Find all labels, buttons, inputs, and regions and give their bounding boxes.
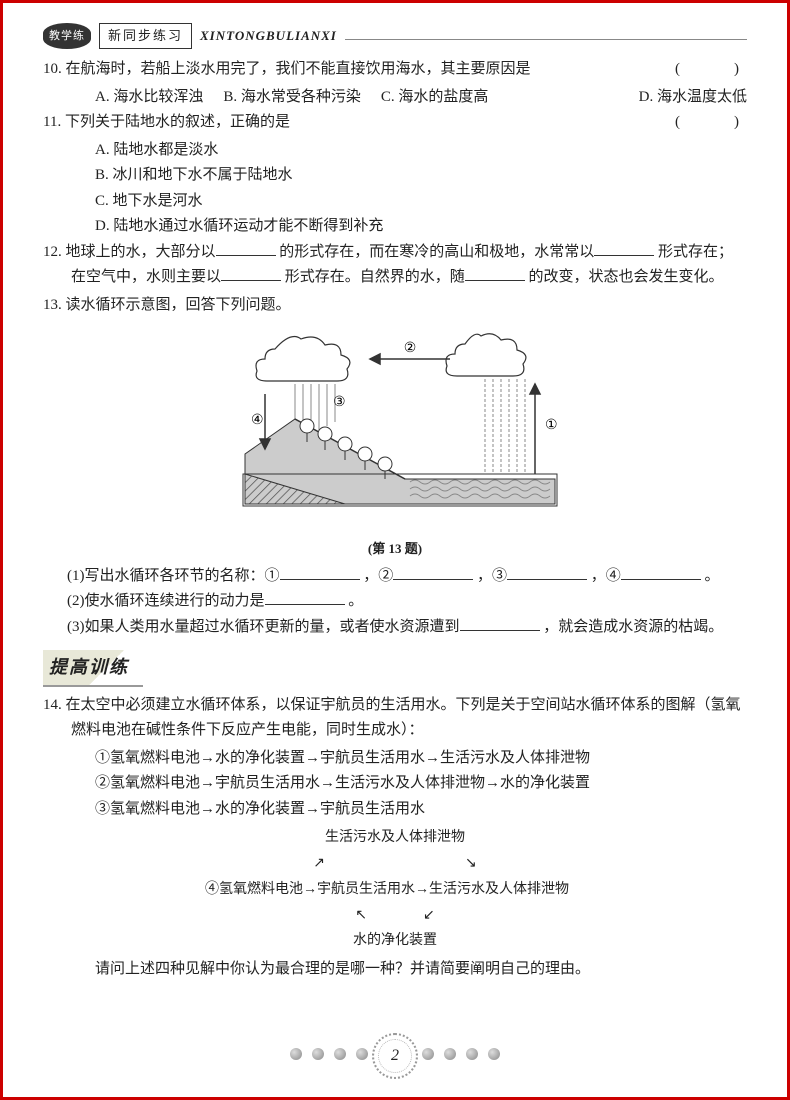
section-heading-text: 提高训练	[43, 650, 143, 687]
question-number: 14.	[43, 697, 62, 713]
question-stem: 读水循环示意图，回答下列问题。	[66, 297, 291, 313]
fill-blank	[460, 616, 540, 631]
q14-scheme-4-cycle: 生活污水及人体排泄物 ↗ ↘ ④氢氧燃料电池→宇航员生活用水→生活污水及人体排泄…	[205, 826, 585, 953]
section-heading: 提高训练	[43, 650, 747, 687]
water-cycle-diagram: ② ③ ①	[43, 324, 747, 534]
sub-text: (1)写出水循环各环节的名称：①	[67, 568, 280, 584]
question-number: 11.	[43, 114, 61, 130]
option-b: B. 海水常受各种污染	[223, 85, 361, 111]
q14-scheme-1: ①氢氧燃料电池→水的净化装置→宇航员生活用水→生活污水及人体排泄物	[43, 746, 747, 772]
fill-blank	[393, 565, 473, 580]
dot-icon	[422, 1048, 434, 1060]
page-header: 教学练 新同步练习 XINTONGBULIANXI	[43, 23, 747, 49]
dot-icon	[466, 1048, 478, 1060]
dot-icon	[312, 1048, 324, 1060]
fill-blank	[507, 565, 587, 580]
dot-icon	[356, 1048, 368, 1060]
cycle-top: 生活污水及人体排泄物	[205, 826, 585, 850]
question-10: 10. 在航海时，若船上淡水用完了，我们不能直接饮用海水，其主要原因是 ( )	[43, 57, 747, 83]
dot-icon	[290, 1048, 302, 1060]
sub-text: 。	[348, 593, 363, 609]
footer-dots-left	[290, 1048, 368, 1060]
header-rule	[345, 32, 747, 40]
page-number-badge: 2	[372, 1033, 418, 1079]
fill-blank	[216, 241, 276, 256]
sub-text: ，④	[591, 568, 621, 584]
cycle-mid: ④氢氧燃料电池→宇航员生活用水→生活污水及人体排泄物	[205, 878, 585, 902]
question-stem: 在航海时，若船上淡水用完了，我们不能直接饮用海水，其主要原因是	[66, 61, 531, 77]
question-11: 11. 下列关于陆地水的叙述，正确的是 ( )	[43, 110, 747, 136]
series-title-box: 新同步练习	[99, 23, 192, 49]
q13-sub2: (2)使水循环连续进行的动力是 。	[43, 589, 747, 615]
q14-scheme-3: ③氢氧燃料电池→水的净化装置→宇航员生活用水	[43, 797, 747, 823]
dot-icon	[444, 1048, 456, 1060]
q13-sub1: (1)写出水循环各环节的名称：① ，② ，③ ，④ 。	[43, 564, 747, 590]
sub-text: 。	[705, 568, 720, 584]
question-number: 13.	[43, 297, 62, 313]
logo-badge: 教学练	[43, 23, 91, 49]
sub-text: (3)如果人类用水量超过水循环更新的量，或者使水资源遭到	[67, 619, 460, 635]
fill-blank	[594, 241, 654, 256]
option-b: B. 冰川和地下水不属于陆地水	[95, 163, 747, 189]
diagram-label-3: ③	[333, 395, 346, 410]
page-footer: 2	[3, 1033, 787, 1079]
q12-part2: 的形式存在，而在寒冷的高山和极地，水常常以	[279, 244, 594, 260]
dot-icon	[334, 1048, 346, 1060]
diagram-caption: (第 13 题)	[43, 538, 747, 560]
sub-text: ，②	[363, 568, 393, 584]
question-stem: 在太空中必须建立水循环体系，以保证宇航员的生活用水。下列是关于空间站水循环体系的…	[66, 697, 741, 739]
diagram-label-1: ①	[545, 418, 558, 433]
option-c: C. 地下水是河水	[95, 189, 747, 215]
option-d: D. 陆地水通过水循环运动才能不断得到补充	[95, 214, 747, 240]
q14-scheme-2: ②氢氧燃料电池→宇航员生活用水→生活污水及人体排泄物→水的净化装置	[43, 771, 747, 797]
option-c: C. 海水的盐度高	[381, 85, 489, 111]
answer-paren: ( )	[703, 57, 747, 83]
cycle-arrows-top: ↗ ↘	[205, 852, 585, 876]
q12-part1: 地球上的水，大部分以	[66, 244, 216, 260]
question-10-options: A. 海水比较浑浊 B. 海水常受各种污染 C. 海水的盐度高 D. 海水温度太…	[43, 85, 747, 111]
dot-icon	[488, 1048, 500, 1060]
question-number: 10.	[43, 61, 62, 77]
q14-ask: 请问上述四种见解中你认为最合理的是哪一种？并请简要阐明自己的理由。	[43, 957, 747, 983]
question-11-options: A. 陆地水都是淡水 B. 冰川和地下水不属于陆地水 C. 地下水是河水 D. …	[43, 138, 747, 240]
fill-blank	[280, 565, 360, 580]
sub-text: ，就会造成水资源的枯竭。	[543, 619, 723, 635]
diagram-label-4: ④	[251, 413, 264, 428]
question-number: 12.	[43, 244, 62, 260]
q12-part5: 的改变，状态也会发生变化。	[529, 269, 724, 285]
fill-blank	[221, 266, 281, 281]
question-12: 12. 地球上的水，大部分以 的形式存在，而在寒冷的高山和极地，水常常以 形式存…	[43, 240, 747, 291]
answer-paren: ( )	[703, 110, 747, 136]
question-13: 13. 读水循环示意图，回答下列问题。	[43, 293, 747, 319]
question-14: 14. 在太空中必须建立水循环体系，以保证宇航员的生活用水。下列是关于空间站水循…	[43, 693, 747, 744]
diagram-label-2: ②	[404, 341, 417, 356]
q13-sub3: (3)如果人类用水量超过水循环更新的量，或者使水资源遭到 ，就会造成水资源的枯竭…	[43, 615, 747, 641]
q12-part4: 形式存在。自然界的水，随	[285, 269, 465, 285]
option-a: A. 陆地水都是淡水	[95, 138, 747, 164]
water-cycle-svg: ② ③ ①	[225, 324, 565, 524]
fill-blank	[265, 590, 345, 605]
question-stem: 下列关于陆地水的叙述，正确的是	[65, 114, 290, 130]
series-pinyin: XINTONGBULIANXI	[200, 25, 337, 47]
cycle-bot: 水的净化装置	[205, 929, 585, 953]
option-d: D. 海水温度太低	[639, 85, 747, 111]
cycle-arrows-bot: ↖ ↙	[205, 904, 585, 928]
footer-dots-right	[422, 1048, 500, 1060]
fill-blank	[621, 565, 701, 580]
option-a: A. 海水比较浑浊	[95, 85, 203, 111]
sub-text: ，③	[477, 568, 507, 584]
sub-text: (2)使水循环连续进行的动力是	[67, 593, 265, 609]
fill-blank	[465, 266, 525, 281]
